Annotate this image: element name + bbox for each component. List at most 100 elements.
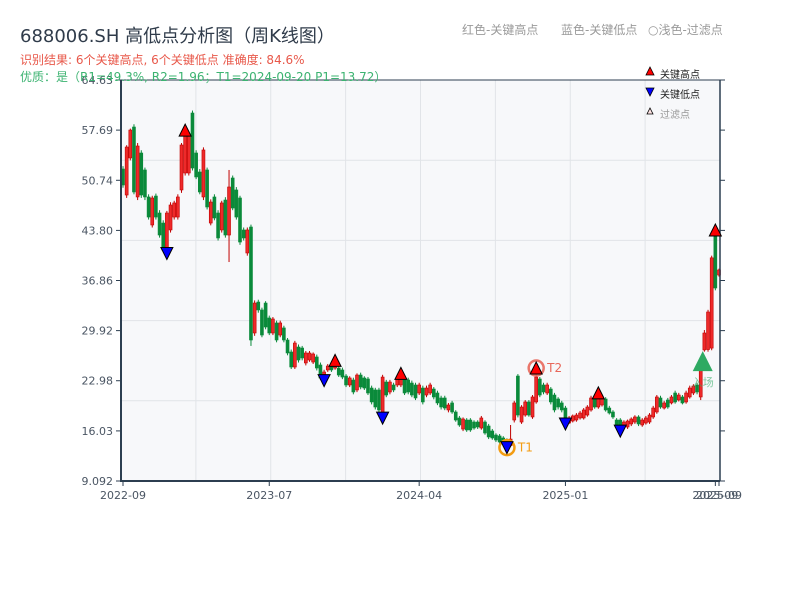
candle-up xyxy=(201,149,206,198)
y-tick-label: 57.69 xyxy=(82,124,114,137)
candle-up xyxy=(176,196,180,218)
candle-up xyxy=(574,414,579,421)
candle-up xyxy=(128,129,133,159)
candle-down xyxy=(439,397,443,408)
key-high-marker-icon xyxy=(529,360,543,375)
candle-down xyxy=(453,411,458,421)
candle-down xyxy=(538,378,542,396)
target-label-t1: T1 xyxy=(517,441,533,455)
x-tick-label: 2024-04 xyxy=(396,489,442,502)
candle-up xyxy=(380,376,385,414)
candle-down xyxy=(486,425,491,438)
candle-down xyxy=(607,407,612,414)
candle-up xyxy=(304,352,308,364)
candle-down xyxy=(274,322,279,341)
candle-up xyxy=(644,417,648,424)
candle-down xyxy=(611,411,615,418)
candle-up xyxy=(662,402,666,409)
candle-down xyxy=(527,401,531,416)
candle-down xyxy=(472,421,476,429)
y-tick-label: 22.98 xyxy=(82,375,114,388)
candle-up xyxy=(183,132,187,174)
candle-down xyxy=(435,392,440,404)
y-tick-label: 16.03 xyxy=(82,425,114,438)
candle-up xyxy=(311,353,315,363)
candle-down xyxy=(483,421,487,434)
candle-up xyxy=(355,374,359,391)
key-low-marker-icon xyxy=(613,424,628,439)
legend-key-high-icon xyxy=(645,66,655,76)
key-high-marker-icon xyxy=(591,385,606,400)
y-tick-label: 64.63 xyxy=(82,74,114,87)
candle-down xyxy=(234,189,239,218)
candle-up xyxy=(640,419,645,426)
y-tick-label: 9.092 xyxy=(82,475,114,488)
candle-up xyxy=(676,394,681,401)
quality-summary: 优质：是（R1=49.3%, R2=1.96；T1=2024-09-20 P1=… xyxy=(20,70,387,84)
candle-down xyxy=(205,169,209,208)
candle-up xyxy=(622,421,626,426)
y-tick-label: 29.92 xyxy=(82,325,114,338)
key-high-marker-icon xyxy=(708,222,723,237)
candle-up xyxy=(417,384,421,394)
header-legend-filtered: ○浅色-过滤点 xyxy=(648,23,723,37)
candle-down xyxy=(410,382,414,396)
candle-up xyxy=(388,381,392,393)
candle-down xyxy=(143,169,147,198)
candle-down xyxy=(369,387,374,403)
candle-down xyxy=(695,384,699,393)
candle-up xyxy=(179,144,184,191)
candle-down xyxy=(468,419,473,431)
candle-down xyxy=(636,416,641,425)
candle-down xyxy=(431,388,436,398)
candle-up xyxy=(227,186,231,236)
candle-up xyxy=(168,204,173,231)
candle-down xyxy=(497,435,502,443)
key-high-marker-icon xyxy=(394,366,408,380)
candle-up xyxy=(651,407,655,418)
candle-up xyxy=(684,392,688,403)
candle-down xyxy=(230,177,235,209)
candle-down xyxy=(457,417,462,426)
candle-down xyxy=(194,152,198,178)
candle-down xyxy=(161,222,166,251)
candle-up xyxy=(219,202,224,231)
candle-up xyxy=(245,229,250,254)
candle-down xyxy=(157,212,162,236)
candle-up xyxy=(625,420,630,428)
header-legend-blue-low: 蓝色-关键低点 xyxy=(561,23,638,37)
candle-down xyxy=(494,434,498,441)
candle-down xyxy=(212,196,217,219)
legend-key-high-label: 关键高点 xyxy=(660,70,700,81)
candle-up xyxy=(691,385,696,394)
candle-down xyxy=(238,197,242,243)
candle-up xyxy=(461,418,465,430)
key-low-marker-icon xyxy=(375,411,390,426)
candle-up xyxy=(278,322,283,336)
key-high-marker-icon xyxy=(328,353,342,367)
candle-up xyxy=(428,384,432,394)
candle-down xyxy=(366,378,370,394)
candle-down xyxy=(223,199,228,236)
candle-up xyxy=(135,145,140,198)
x-tick-label: 2025-09 xyxy=(696,489,742,502)
candle-up xyxy=(633,416,637,423)
candle-up xyxy=(252,302,257,334)
candle-up xyxy=(585,406,590,416)
y-tick-label: 43.80 xyxy=(82,224,114,237)
candle-down xyxy=(673,392,677,403)
candle-up xyxy=(706,311,710,350)
candle-up xyxy=(709,257,714,349)
key-low-marker-icon xyxy=(317,374,331,388)
candle-up xyxy=(655,396,659,413)
target-label-t2: T2 xyxy=(546,361,562,375)
candle-down xyxy=(197,171,202,193)
x-tick-label: 2025-09 xyxy=(692,489,738,502)
candle-down xyxy=(406,379,411,393)
candle-down xyxy=(603,398,608,411)
candle-down xyxy=(256,301,261,311)
entry-marker-icon xyxy=(692,351,713,372)
candle-down xyxy=(351,379,356,393)
candle-up xyxy=(325,365,330,371)
